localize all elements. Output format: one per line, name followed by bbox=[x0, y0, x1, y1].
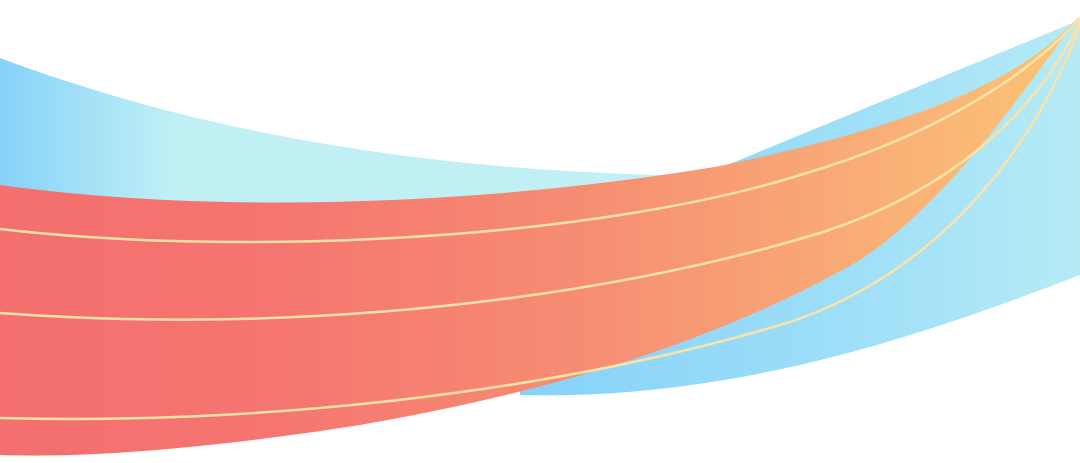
ribbon-stripe-bottom bbox=[0, 25, 1080, 421]
orange-ribbon bbox=[0, 15, 1080, 456]
ribbon-stripe-middle bbox=[0, 21, 1080, 321]
ribbon-stripe-top bbox=[0, 17, 1080, 244]
